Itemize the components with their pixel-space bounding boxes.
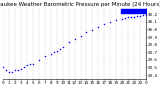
Point: [142, 14, 144, 16]
Point: [8, 71, 11, 73]
Point: [115, 20, 117, 21]
Point: [136, 15, 138, 16]
Point: [103, 23, 106, 25]
Point: [144, 14, 147, 16]
Point: [121, 18, 123, 19]
Point: [14, 70, 16, 71]
Point: [127, 17, 129, 18]
Point: [38, 59, 40, 61]
Point: [61, 46, 64, 48]
Point: [44, 55, 46, 57]
Point: [85, 32, 88, 33]
Point: [130, 16, 132, 17]
Point: [56, 50, 58, 51]
Point: [59, 49, 61, 50]
Point: [29, 64, 31, 65]
Point: [17, 70, 20, 71]
Point: [79, 35, 82, 36]
Point: [20, 68, 23, 70]
Point: [91, 29, 94, 31]
Point: [67, 42, 70, 43]
Title: Milwaukee Weather Barometric Pressure per Minute (24 Hours): Milwaukee Weather Barometric Pressure pe…: [0, 2, 160, 7]
Point: [139, 15, 141, 16]
Point: [2, 67, 5, 68]
Point: [53, 52, 55, 53]
Point: [26, 64, 28, 66]
Point: [32, 63, 34, 64]
Point: [97, 26, 100, 28]
Point: [50, 53, 52, 54]
Point: [133, 16, 135, 17]
Point: [5, 69, 8, 70]
Point: [124, 17, 126, 19]
Point: [109, 21, 112, 23]
Point: [11, 71, 14, 73]
Point: [23, 67, 25, 68]
Point: [73, 38, 76, 39]
